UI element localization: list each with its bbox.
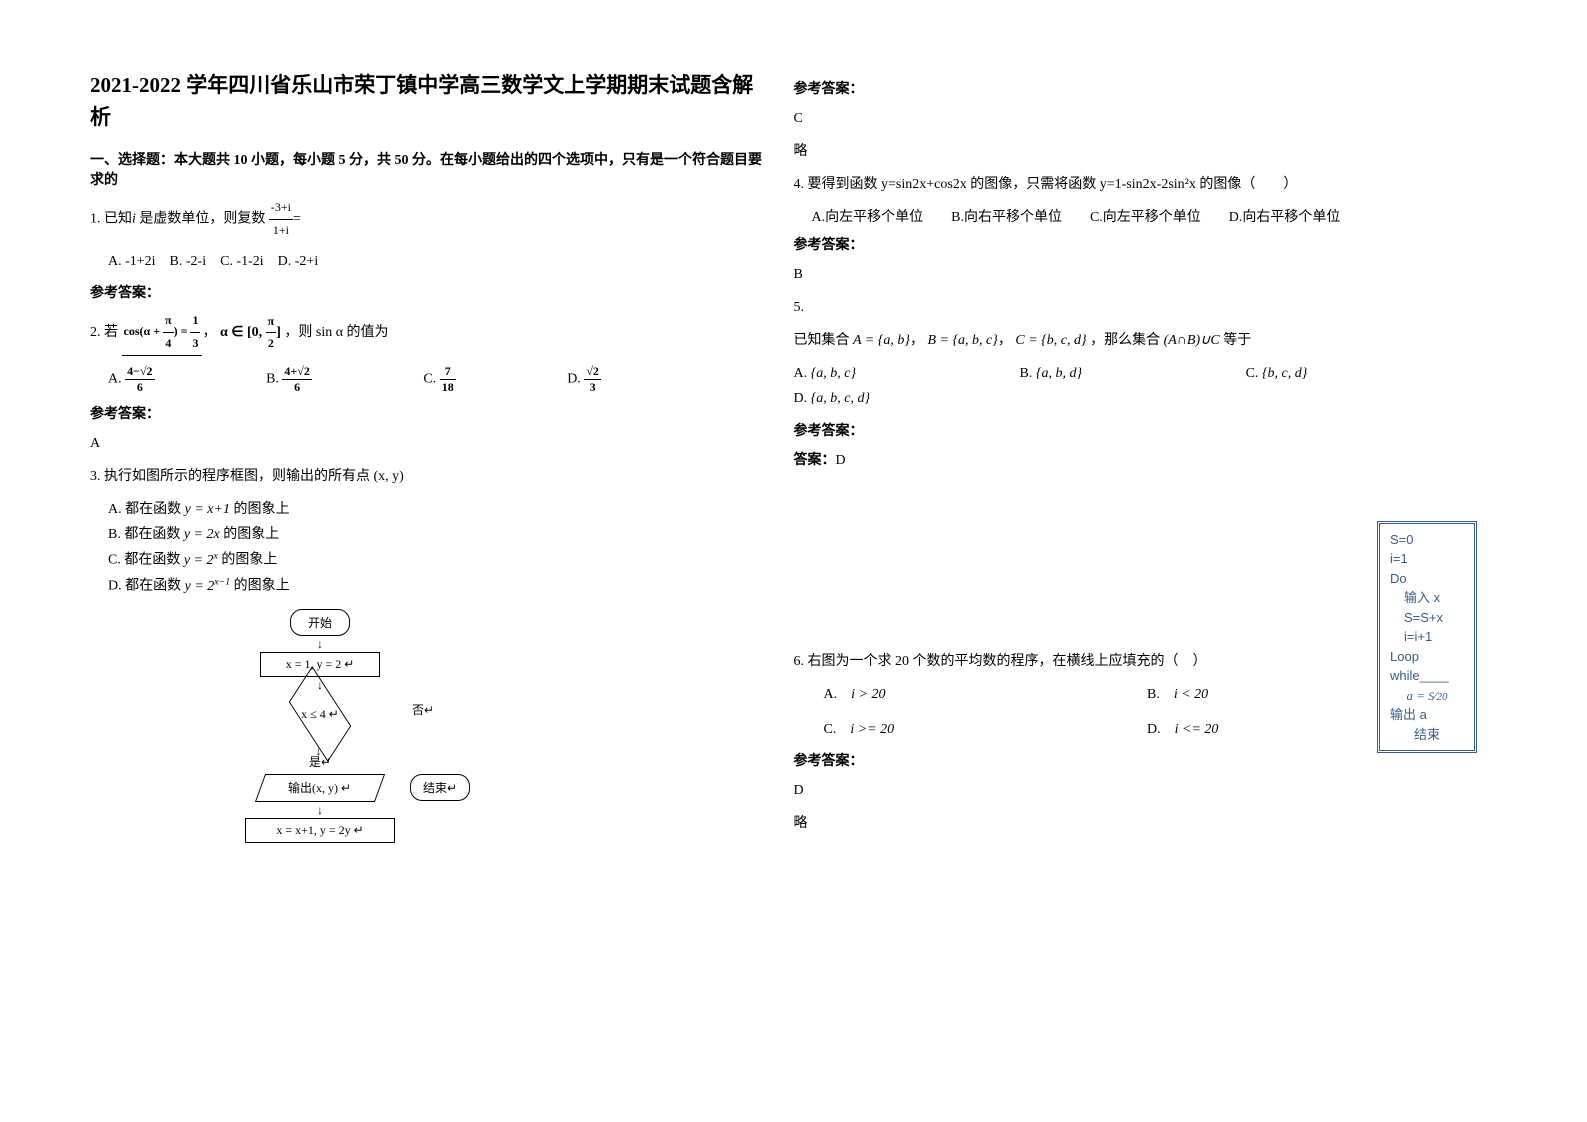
- section-1-title: 一、选择题：本大题共 10 小题，每小题 5 分，共 50 分。在每小题给出的四…: [90, 149, 774, 189]
- question-6: 6. 右图为一个求 20 个数的平均数的程序，在横线上应填充的（ ）: [794, 649, 1478, 674]
- q6-opt-c: C. i >= 20: [824, 717, 1144, 742]
- q6-options: A. i > 20 B. i < 20 C. i >= 20 D. i <= 2…: [794, 682, 1478, 742]
- q2-opt-b: B. 4+√26: [266, 364, 384, 395]
- q1-answer-label: 参考答案：: [90, 282, 774, 302]
- q3-answer: C: [794, 106, 1478, 131]
- question-3: 3. 执行如图所示的程序框图，则输出的所有点 (x, y): [90, 464, 774, 489]
- pseudo-l8: a = S⁄20: [1390, 686, 1464, 706]
- q2-answer-label: 参考答案：: [90, 403, 774, 423]
- q6-opt-d: D. i <= 20: [1147, 722, 1218, 737]
- q6-pseudocode-box: S=0 i=1 Do 输入 x S=S+x i=i+1 Loop while__…: [1377, 521, 1477, 754]
- q1-fraction: -3+i 1+i: [269, 197, 293, 241]
- q1-stem-a: 1. 已知: [90, 211, 132, 226]
- question-1: 1. 已知i 是虚数单位，则复数 -3+i 1+i =: [90, 197, 774, 241]
- q5-options: A. {a, b, c} B. {a, b, d} C. {b, c, d} D…: [794, 361, 1478, 411]
- flow-yes-label: 是↵: [210, 753, 430, 770]
- q5-answer: 答案：D: [794, 448, 1478, 473]
- flow-update: x = x+1, y = 2y ↵: [245, 818, 395, 843]
- pseudo-l5: S=S+x: [1390, 608, 1464, 628]
- q6-opt-a: A. i > 20: [824, 682, 1144, 707]
- q2-opt-c: C. 718: [423, 364, 527, 395]
- q2-options: A. 4−√26 B. 4+√26 C. 718 D. √23: [90, 364, 774, 395]
- flow-no-label: 否↵: [412, 701, 434, 718]
- pseudo-l7: Loop while____: [1390, 647, 1464, 686]
- doc-title: 2021-2022 学年四川省乐山市荣丁镇中学高三数学文上学期期末试题含解析: [90, 70, 774, 133]
- q3-opt-a: A. 都在函数 y = x+1 的图象上: [108, 497, 774, 522]
- q3-opt-c: C. 都在函数 y = 2x 的图象上: [108, 547, 774, 573]
- q5-opt-c: C. {b, c, d}: [1246, 361, 1388, 386]
- q2-stem-a: 2. 若: [90, 325, 118, 340]
- question-4: 4. 要得到函数 y=sin2x+cos2x 的图像，只需将函数 y=1-sin…: [794, 172, 1478, 197]
- q5-opt-d: D. {a, b, c, d}: [794, 386, 951, 411]
- q4-answer: B: [794, 262, 1478, 287]
- q6-answer: D: [794, 778, 1478, 803]
- q5-opt-b: B. {a, b, d}: [1020, 361, 1163, 386]
- q1-stem-b: 是虚数单位，则复数: [139, 211, 265, 226]
- q4-answer-label: 参考答案：: [794, 234, 1478, 254]
- q2-opt-d: D. √23: [567, 364, 673, 395]
- flow-init: x = 1, y = 2 ↵: [260, 652, 380, 677]
- flow-end: 结束↵: [410, 774, 470, 801]
- pseudo-l4: 输入 x: [1390, 588, 1464, 608]
- pseudo-l6: i=i+1: [1390, 627, 1464, 647]
- pseudo-l1: S=0: [1390, 530, 1464, 550]
- flow-output: 输出(x, y) ↵: [255, 774, 385, 802]
- q6-opt-b: B. i < 20: [1147, 687, 1208, 702]
- q6-answer-label: 参考答案：: [794, 750, 1478, 770]
- q2-stem-b: ，则 sin α 的值为: [284, 325, 388, 340]
- q3-answer-label: 参考答案：: [794, 78, 1478, 98]
- q6-lue: 略: [794, 811, 1478, 836]
- q3-opt-b: B. 都在函数 y = 2x 的图象上: [108, 522, 774, 547]
- q5-answer-label: 参考答案：: [794, 420, 1478, 440]
- pseudo-l2: i=1: [1390, 549, 1464, 569]
- q3-opt-d: D. 都在函数 y = 2x−1 的图象上: [108, 573, 774, 599]
- arrow-icon: ↓: [210, 638, 430, 650]
- pseudo-l9: 输出 a: [1390, 705, 1464, 725]
- pseudo-l10: 结束: [1390, 725, 1464, 745]
- q3-flowchart: 开始 ↓ x = 1, y = 2 ↵ ↓ x ≤ 4 ↵ 否↵ ↓ 是↵ 输出…: [210, 609, 430, 843]
- q5-number: 5.: [794, 295, 1478, 320]
- question-2: 2. 若 cos(α + π4) = 13， α ∈ [0, π2] ，则 si…: [90, 310, 774, 355]
- flow-start: 开始: [290, 609, 350, 636]
- left-column: 2021-2022 学年四川省乐山市荣丁镇中学高三数学文上学期期末试题含解析 一…: [90, 70, 794, 1052]
- q1-options: A. -1+2i B. -2-i C. -1-2i D. -2+i: [90, 249, 774, 274]
- flow-cond: x ≤ 4 ↵ 否↵: [210, 693, 430, 743]
- q3-lue: 略: [794, 139, 1478, 164]
- q3-options: A. 都在函数 y = x+1 的图象上 B. 都在函数 y = 2x 的图象上…: [90, 497, 774, 599]
- arrow-icon: ↓: [210, 804, 430, 816]
- q2-answer: A: [90, 431, 774, 456]
- q2-opt-a: A. 4−√26: [108, 364, 227, 395]
- pseudo-l3: Do: [1390, 569, 1464, 589]
- right-column: 参考答案： C 略 4. 要得到函数 y=sin2x+cos2x 的图像，只需将…: [794, 70, 1498, 1052]
- q4-options: A.向左平移个单位 B.向右平移个单位 C.向左平移个单位 D.向右平移个单位: [794, 206, 1478, 226]
- question-5: 已知集合 A = {a, b}， B = {a, b, c}， C = {b, …: [794, 328, 1478, 353]
- q5-opt-a: A. {a, b, c}: [794, 361, 937, 386]
